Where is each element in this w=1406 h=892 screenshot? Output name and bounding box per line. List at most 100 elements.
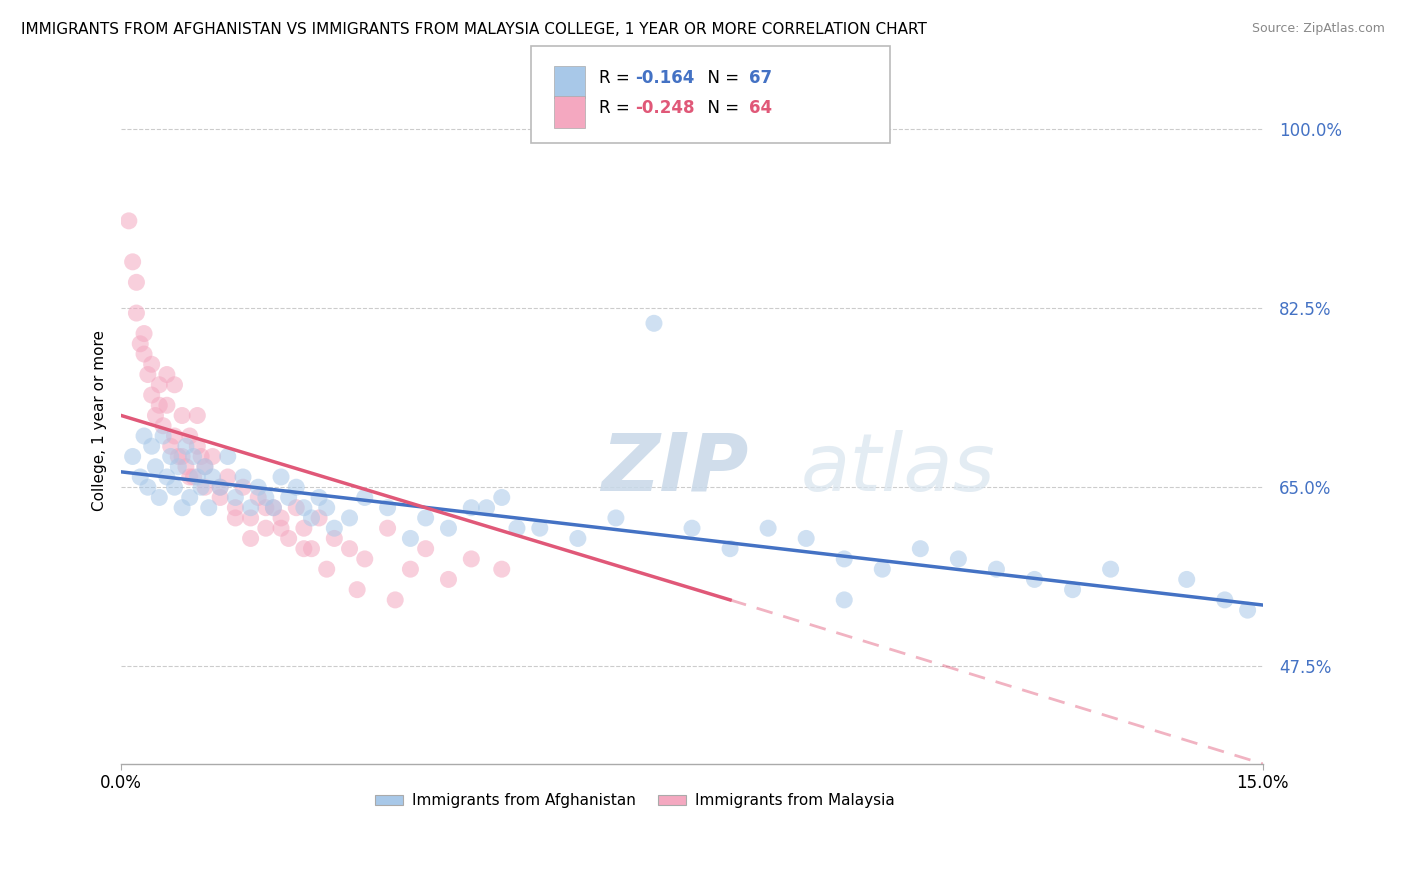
Point (129, 470, 152, 484)
Point (201, 450, 224, 464)
Point (910, 541, 932, 556)
Point (948, 552, 970, 566)
Text: IMMIGRANTS FROM AFGHANISTAN VS IMMIGRANTS FROM MALAYSIA COLLEGE, 1 YEAR OR MORE : IMMIGRANTS FROM AFGHANISTAN VS IMMIGRANT… (21, 22, 927, 37)
Point (254, 491, 277, 505)
Point (232, 480, 254, 494)
Legend: Immigrants from Afghanistan, Immigrants from Malaysia: Immigrants from Afghanistan, Immigrants … (368, 788, 901, 814)
Point (399, 532, 422, 546)
Point (308, 511, 330, 525)
Point (292, 521, 315, 535)
Point (132, 347, 155, 361)
Point (605, 511, 627, 525)
Point (145, 459, 167, 474)
Point (254, 521, 277, 535)
Point (475, 500, 498, 515)
Point (1024, 573, 1046, 587)
Point (152, 429, 174, 443)
Point (270, 470, 292, 484)
Text: 67: 67 (749, 69, 772, 87)
Point (285, 500, 308, 515)
Point (277, 532, 299, 546)
Point (270, 521, 292, 535)
Point (167, 459, 190, 474)
Point (301, 511, 323, 525)
Point (270, 511, 292, 525)
Point (353, 491, 375, 505)
Point (1175, 573, 1198, 587)
Point (346, 582, 368, 597)
Point (460, 552, 482, 566)
Point (125, 276, 148, 290)
Point (179, 429, 201, 443)
Point (141, 439, 163, 453)
Point (209, 480, 232, 494)
Point (399, 562, 422, 576)
Point (129, 336, 152, 351)
Point (262, 500, 284, 515)
Y-axis label: College, 1 year or more: College, 1 year or more (93, 330, 107, 511)
Point (315, 562, 337, 576)
Point (174, 439, 197, 453)
Point (183, 470, 205, 484)
Point (179, 491, 201, 505)
Point (1099, 562, 1122, 576)
Point (239, 511, 262, 525)
Point (1213, 593, 1236, 607)
Point (194, 459, 217, 474)
Text: -0.248: -0.248 (636, 99, 695, 117)
Point (567, 532, 589, 546)
Point (262, 500, 284, 515)
Point (277, 491, 299, 505)
Point (339, 511, 361, 525)
Point (460, 500, 482, 515)
Point (136, 368, 159, 382)
Point (491, 491, 513, 505)
Text: atlas: atlas (800, 430, 995, 508)
Point (190, 480, 212, 494)
Text: Source: ZipAtlas.com: Source: ZipAtlas.com (1251, 22, 1385, 36)
Text: -0.164: -0.164 (636, 69, 695, 87)
Point (224, 511, 246, 525)
Point (301, 541, 323, 556)
Point (415, 511, 437, 525)
Point (1062, 582, 1084, 597)
Point (125, 306, 148, 320)
Point (141, 388, 163, 402)
Point (308, 491, 330, 505)
Point (186, 470, 208, 484)
Point (756, 521, 779, 535)
Point (323, 532, 346, 546)
Text: R =: R = (599, 69, 636, 87)
Point (209, 491, 232, 505)
Point (353, 552, 375, 566)
Point (118, 214, 141, 228)
Point (254, 500, 277, 515)
Text: R =: R = (599, 99, 636, 117)
Point (437, 573, 460, 587)
Point (239, 532, 262, 546)
Point (1236, 603, 1258, 617)
Point (156, 470, 179, 484)
Point (217, 450, 239, 464)
Point (384, 593, 406, 607)
Point (292, 541, 315, 556)
Text: N =: N = (697, 69, 745, 87)
Point (986, 562, 1008, 576)
Point (159, 439, 181, 453)
Point (186, 439, 208, 453)
Point (247, 480, 270, 494)
Point (167, 450, 190, 464)
Point (156, 398, 179, 412)
Point (529, 521, 551, 535)
Point (681, 521, 703, 535)
Point (872, 562, 894, 576)
Point (247, 491, 270, 505)
Point (156, 368, 179, 382)
Point (224, 491, 246, 505)
Point (323, 521, 346, 535)
Point (506, 521, 529, 535)
Point (832, 552, 855, 566)
Point (201, 470, 224, 484)
Point (377, 500, 399, 515)
Text: N =: N = (697, 99, 745, 117)
